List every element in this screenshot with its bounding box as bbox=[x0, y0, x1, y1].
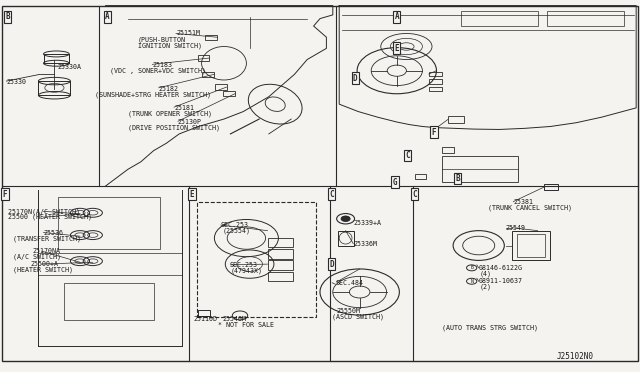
Bar bbox=[268, 260, 293, 270]
Text: SEC.484: SEC.484 bbox=[335, 280, 364, 286]
Text: (TRANSFER SWITCH): (TRANSFER SWITCH) bbox=[13, 235, 81, 242]
Bar bbox=[44, 54, 69, 63]
Text: 25170NA: 25170NA bbox=[32, 248, 60, 254]
Text: 25381: 25381 bbox=[513, 199, 533, 205]
Text: C: C bbox=[329, 190, 334, 199]
Text: (PUSH-BUTTON: (PUSH-BUTTON bbox=[138, 37, 186, 44]
Bar bbox=[202, 72, 214, 77]
Text: * NOT FOR SALE: * NOT FOR SALE bbox=[218, 322, 274, 328]
Text: E: E bbox=[394, 44, 399, 53]
Text: C: C bbox=[405, 151, 410, 160]
Text: 25182: 25182 bbox=[159, 86, 179, 92]
Text: D: D bbox=[353, 74, 358, 83]
Bar bbox=[64, 283, 154, 320]
Text: (ASCD SWITCH): (ASCD SWITCH) bbox=[332, 313, 384, 320]
Bar bbox=[197, 202, 316, 317]
Text: IGNITION SWITCH): IGNITION SWITCH) bbox=[138, 43, 202, 49]
Text: 08911-10637: 08911-10637 bbox=[479, 278, 523, 284]
Text: C: C bbox=[412, 190, 417, 199]
Text: N: N bbox=[470, 279, 473, 284]
Text: G: G bbox=[392, 178, 397, 187]
Bar bbox=[461, 11, 538, 26]
Text: 25336M: 25336M bbox=[353, 241, 378, 247]
Text: 25170N(A/C SWITCH): 25170N(A/C SWITCH) bbox=[8, 208, 81, 215]
Text: A: A bbox=[394, 12, 399, 21]
Text: F: F bbox=[3, 190, 8, 199]
Text: E: E bbox=[189, 190, 195, 199]
Bar bbox=[429, 79, 442, 84]
Bar bbox=[442, 147, 454, 153]
Text: 25183: 25183 bbox=[152, 62, 172, 68]
Bar bbox=[338, 231, 354, 246]
Bar bbox=[544, 184, 558, 190]
Text: 25130P: 25130P bbox=[178, 119, 202, 125]
Bar bbox=[547, 11, 624, 26]
Text: (TRUNK OPENER SWITCH): (TRUNK OPENER SWITCH) bbox=[128, 110, 212, 117]
Text: 25500 (HEATER SWITCH): 25500 (HEATER SWITCH) bbox=[8, 214, 92, 221]
Bar bbox=[415, 174, 426, 179]
Text: 25151M: 25151M bbox=[176, 31, 200, 36]
Text: (AUTO TRANS STRG SWITCH): (AUTO TRANS STRG SWITCH) bbox=[442, 325, 538, 331]
Bar bbox=[198, 310, 210, 316]
Bar bbox=[38, 81, 70, 95]
Bar bbox=[448, 116, 464, 123]
Text: (47943X): (47943X) bbox=[230, 267, 262, 274]
Circle shape bbox=[342, 217, 349, 221]
Text: (25554): (25554) bbox=[223, 228, 251, 234]
Text: 25540M: 25540M bbox=[223, 316, 246, 322]
Bar bbox=[512, 231, 550, 260]
Text: (DRIVE POSITION SWITCH): (DRIVE POSITION SWITCH) bbox=[128, 125, 220, 131]
Text: (4): (4) bbox=[480, 270, 492, 277]
Text: (2): (2) bbox=[480, 284, 492, 291]
Text: 25550M: 25550M bbox=[337, 308, 361, 314]
Text: B: B bbox=[470, 265, 473, 270]
Bar bbox=[223, 91, 235, 96]
Text: B: B bbox=[455, 174, 460, 183]
Bar bbox=[205, 35, 217, 40]
Bar bbox=[58, 197, 160, 249]
Text: 25339+A: 25339+A bbox=[353, 220, 381, 226]
Text: J25102N0: J25102N0 bbox=[557, 352, 594, 361]
Text: 25181: 25181 bbox=[174, 105, 194, 111]
Text: 25549: 25549 bbox=[506, 225, 525, 231]
Bar bbox=[268, 249, 293, 259]
Bar bbox=[198, 55, 209, 61]
Bar bbox=[517, 234, 545, 257]
Text: F: F bbox=[431, 128, 436, 137]
Text: SEC.253: SEC.253 bbox=[221, 222, 249, 228]
Text: 25500+A: 25500+A bbox=[31, 261, 59, 267]
Text: 25536: 25536 bbox=[44, 230, 63, 235]
Text: 25330A: 25330A bbox=[58, 64, 82, 70]
Text: A: A bbox=[105, 12, 110, 21]
Text: B: B bbox=[5, 12, 10, 21]
Bar bbox=[429, 87, 442, 91]
Text: (A/C SWITCH): (A/C SWITCH) bbox=[13, 254, 61, 260]
Text: SEC.253: SEC.253 bbox=[229, 262, 257, 268]
Bar bbox=[442, 156, 518, 182]
Text: (VDC , SONER+VDC SWITCH): (VDC , SONER+VDC SWITCH) bbox=[110, 68, 206, 74]
Text: 25330: 25330 bbox=[6, 79, 26, 85]
Text: (SUNSHADE+STRG HEATER SWITCH): (SUNSHADE+STRG HEATER SWITCH) bbox=[95, 91, 211, 98]
Bar bbox=[215, 84, 227, 90]
Bar bbox=[268, 272, 293, 281]
Bar bbox=[268, 238, 293, 247]
Text: (HEATER SWITCH): (HEATER SWITCH) bbox=[13, 267, 73, 273]
Text: (TRUNK CANCEL SWITCH): (TRUNK CANCEL SWITCH) bbox=[488, 204, 572, 211]
Bar bbox=[429, 72, 442, 76]
Text: 08146-6122G: 08146-6122G bbox=[479, 265, 523, 271]
Text: 25110D: 25110D bbox=[193, 316, 218, 322]
Text: D: D bbox=[329, 260, 334, 269]
